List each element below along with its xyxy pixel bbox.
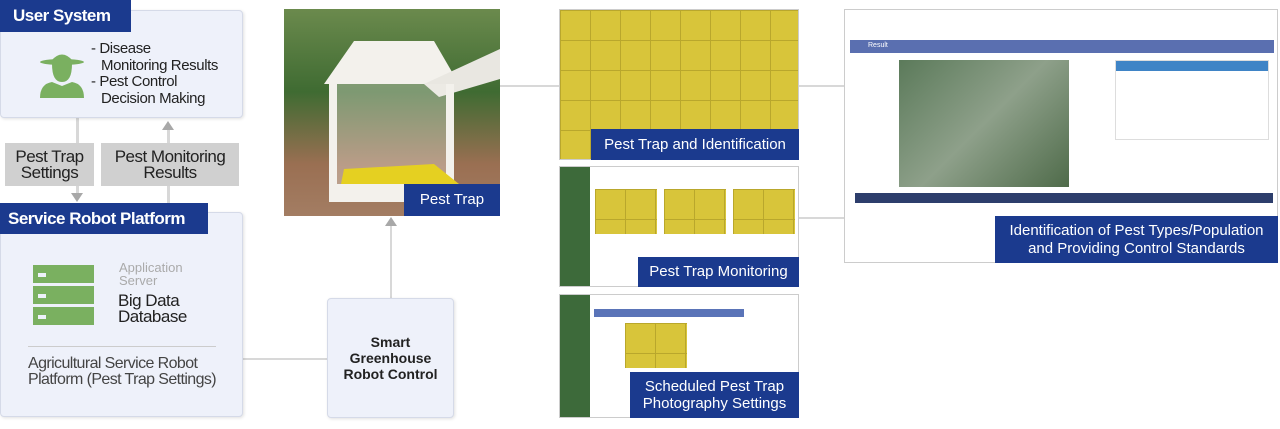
server-icon bbox=[33, 265, 94, 325]
connector bbox=[167, 186, 170, 203]
arrow-down-icon bbox=[71, 193, 83, 202]
connector bbox=[799, 85, 844, 87]
screen-label: Pest Trap Monitoring bbox=[638, 257, 799, 287]
item: Monitoring Results bbox=[101, 56, 219, 74]
connector bbox=[243, 358, 327, 360]
pest-monitoring-results-label: Pest Monitoring Results bbox=[101, 143, 239, 186]
service-platform-title: Service Robot Platform bbox=[0, 203, 208, 234]
connector bbox=[167, 130, 170, 143]
screen-label: Scheduled Pest Trap Photography Settings bbox=[630, 372, 799, 418]
arrow-up-icon bbox=[385, 217, 397, 226]
item: Decision Making bbox=[101, 89, 206, 107]
connector bbox=[500, 85, 559, 87]
app-server-label: Application Server bbox=[119, 260, 183, 288]
item: - Pest Control bbox=[91, 73, 178, 90]
connector bbox=[76, 186, 79, 194]
divider bbox=[28, 346, 216, 347]
connector bbox=[799, 217, 844, 219]
database-label: Big Data Database bbox=[118, 291, 187, 326]
screen-label: Identification of Pest Types/Population … bbox=[995, 216, 1278, 263]
photo-label: Pest Trap bbox=[404, 184, 500, 216]
pest-trap-settings-label: Pest Trap Settings bbox=[5, 143, 94, 186]
result-bar: Result bbox=[850, 40, 1274, 53]
farmer-icon bbox=[40, 54, 84, 98]
user-system-title: User System bbox=[0, 0, 131, 32]
connector bbox=[390, 226, 392, 298]
item: - Disease bbox=[91, 40, 151, 57]
control-label: Smart Greenhouse Robot Control bbox=[343, 334, 438, 382]
screen-label: Pest Trap and Identification bbox=[591, 129, 799, 160]
connector bbox=[76, 118, 79, 143]
control-panel: Smart Greenhouse Robot Control bbox=[327, 298, 454, 418]
platform-footer: Agricultural Service Robot Platform (Pes… bbox=[28, 355, 217, 388]
user-system-items: - Disease Monitoring Results - Pest Cont… bbox=[91, 40, 219, 107]
arrow-up-icon bbox=[162, 121, 174, 130]
